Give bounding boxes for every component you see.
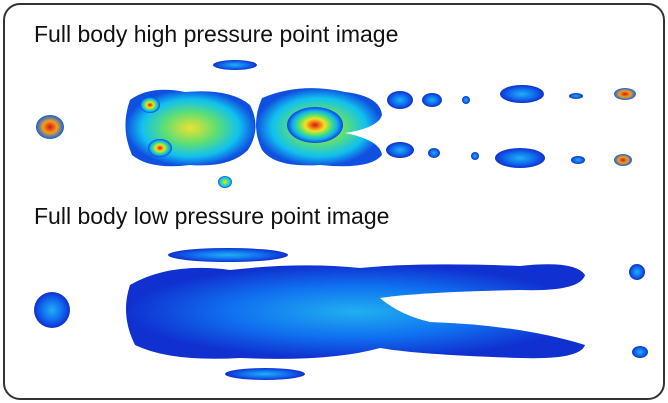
panel-label: Full body low pressure point image [34,203,389,229]
panel-label: Full body high pressure point image [34,21,398,47]
high-pressure-map [36,60,636,188]
low-pressure-map [34,248,648,380]
